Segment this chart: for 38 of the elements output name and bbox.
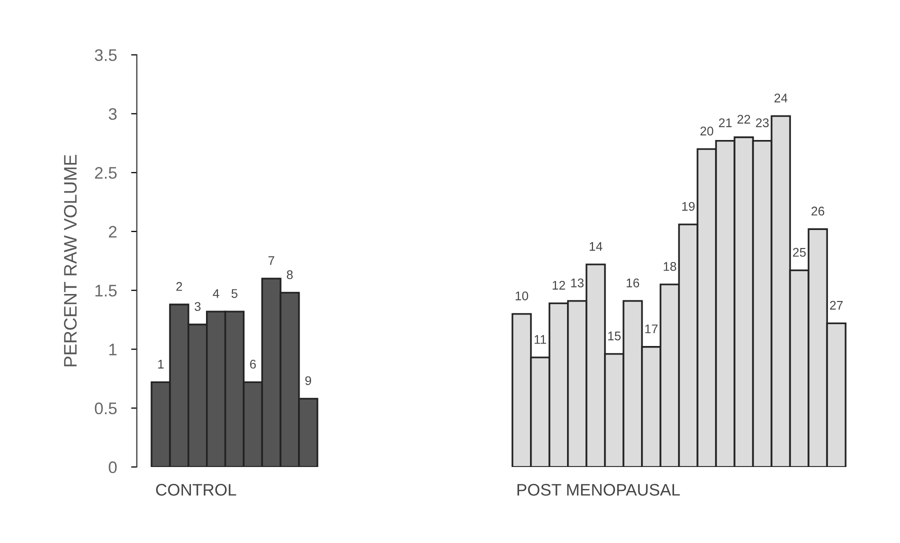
- x-axis-title: POST MENOPAUSAL: [518, 484, 680, 496]
- annotation: 13: [571, 278, 584, 288]
- annotation: 10: [516, 291, 528, 300]
- y-tick-label: 1: [109, 344, 117, 356]
- annotation: 4: [212, 289, 220, 298]
- annotation: 17: [645, 324, 658, 334]
- y-tick-label: 0.5: [94, 402, 117, 414]
- annotation: 8: [286, 270, 293, 280]
- annotation: 2: [176, 282, 182, 291]
- annotation: 22: [737, 114, 750, 124]
- y-tick-label: 1.5: [95, 284, 117, 297]
- annotation: 27: [830, 300, 843, 310]
- annotation: 23: [756, 118, 769, 128]
- y-tick-label: 3.5: [94, 49, 117, 62]
- annotation: 24: [774, 94, 788, 102]
- y-tick-label: 0: [108, 461, 117, 474]
- y-tick-label: 3: [108, 108, 117, 120]
- y-tick-label: 2.5: [95, 166, 117, 179]
- annotation: 7: [268, 256, 274, 265]
- annotation: 18: [664, 262, 676, 271]
- annotation: 9: [305, 376, 312, 386]
- annotation: 25: [793, 248, 806, 257]
- annotation: 1: [158, 360, 164, 368]
- annotation: 3: [194, 302, 201, 311]
- y-tick-label: 2: [108, 226, 117, 238]
- annotation: 6: [250, 360, 256, 369]
- annotation: 5: [232, 289, 238, 298]
- annotation: 21: [718, 118, 732, 128]
- annotation: 14: [590, 242, 602, 251]
- x-axis-title: CONTROL: [156, 484, 236, 496]
- annotation: 20: [700, 126, 714, 136]
- annotation: 26: [812, 206, 824, 216]
- annotation: 16: [626, 278, 640, 288]
- annotation: 19: [682, 202, 695, 211]
- annotation: 12: [552, 280, 566, 290]
- annotation: 15: [608, 332, 621, 340]
- y-axis-title: PERCENT RAW VOLUME: [64, 154, 77, 366]
- annotation: 11: [534, 335, 546, 344]
